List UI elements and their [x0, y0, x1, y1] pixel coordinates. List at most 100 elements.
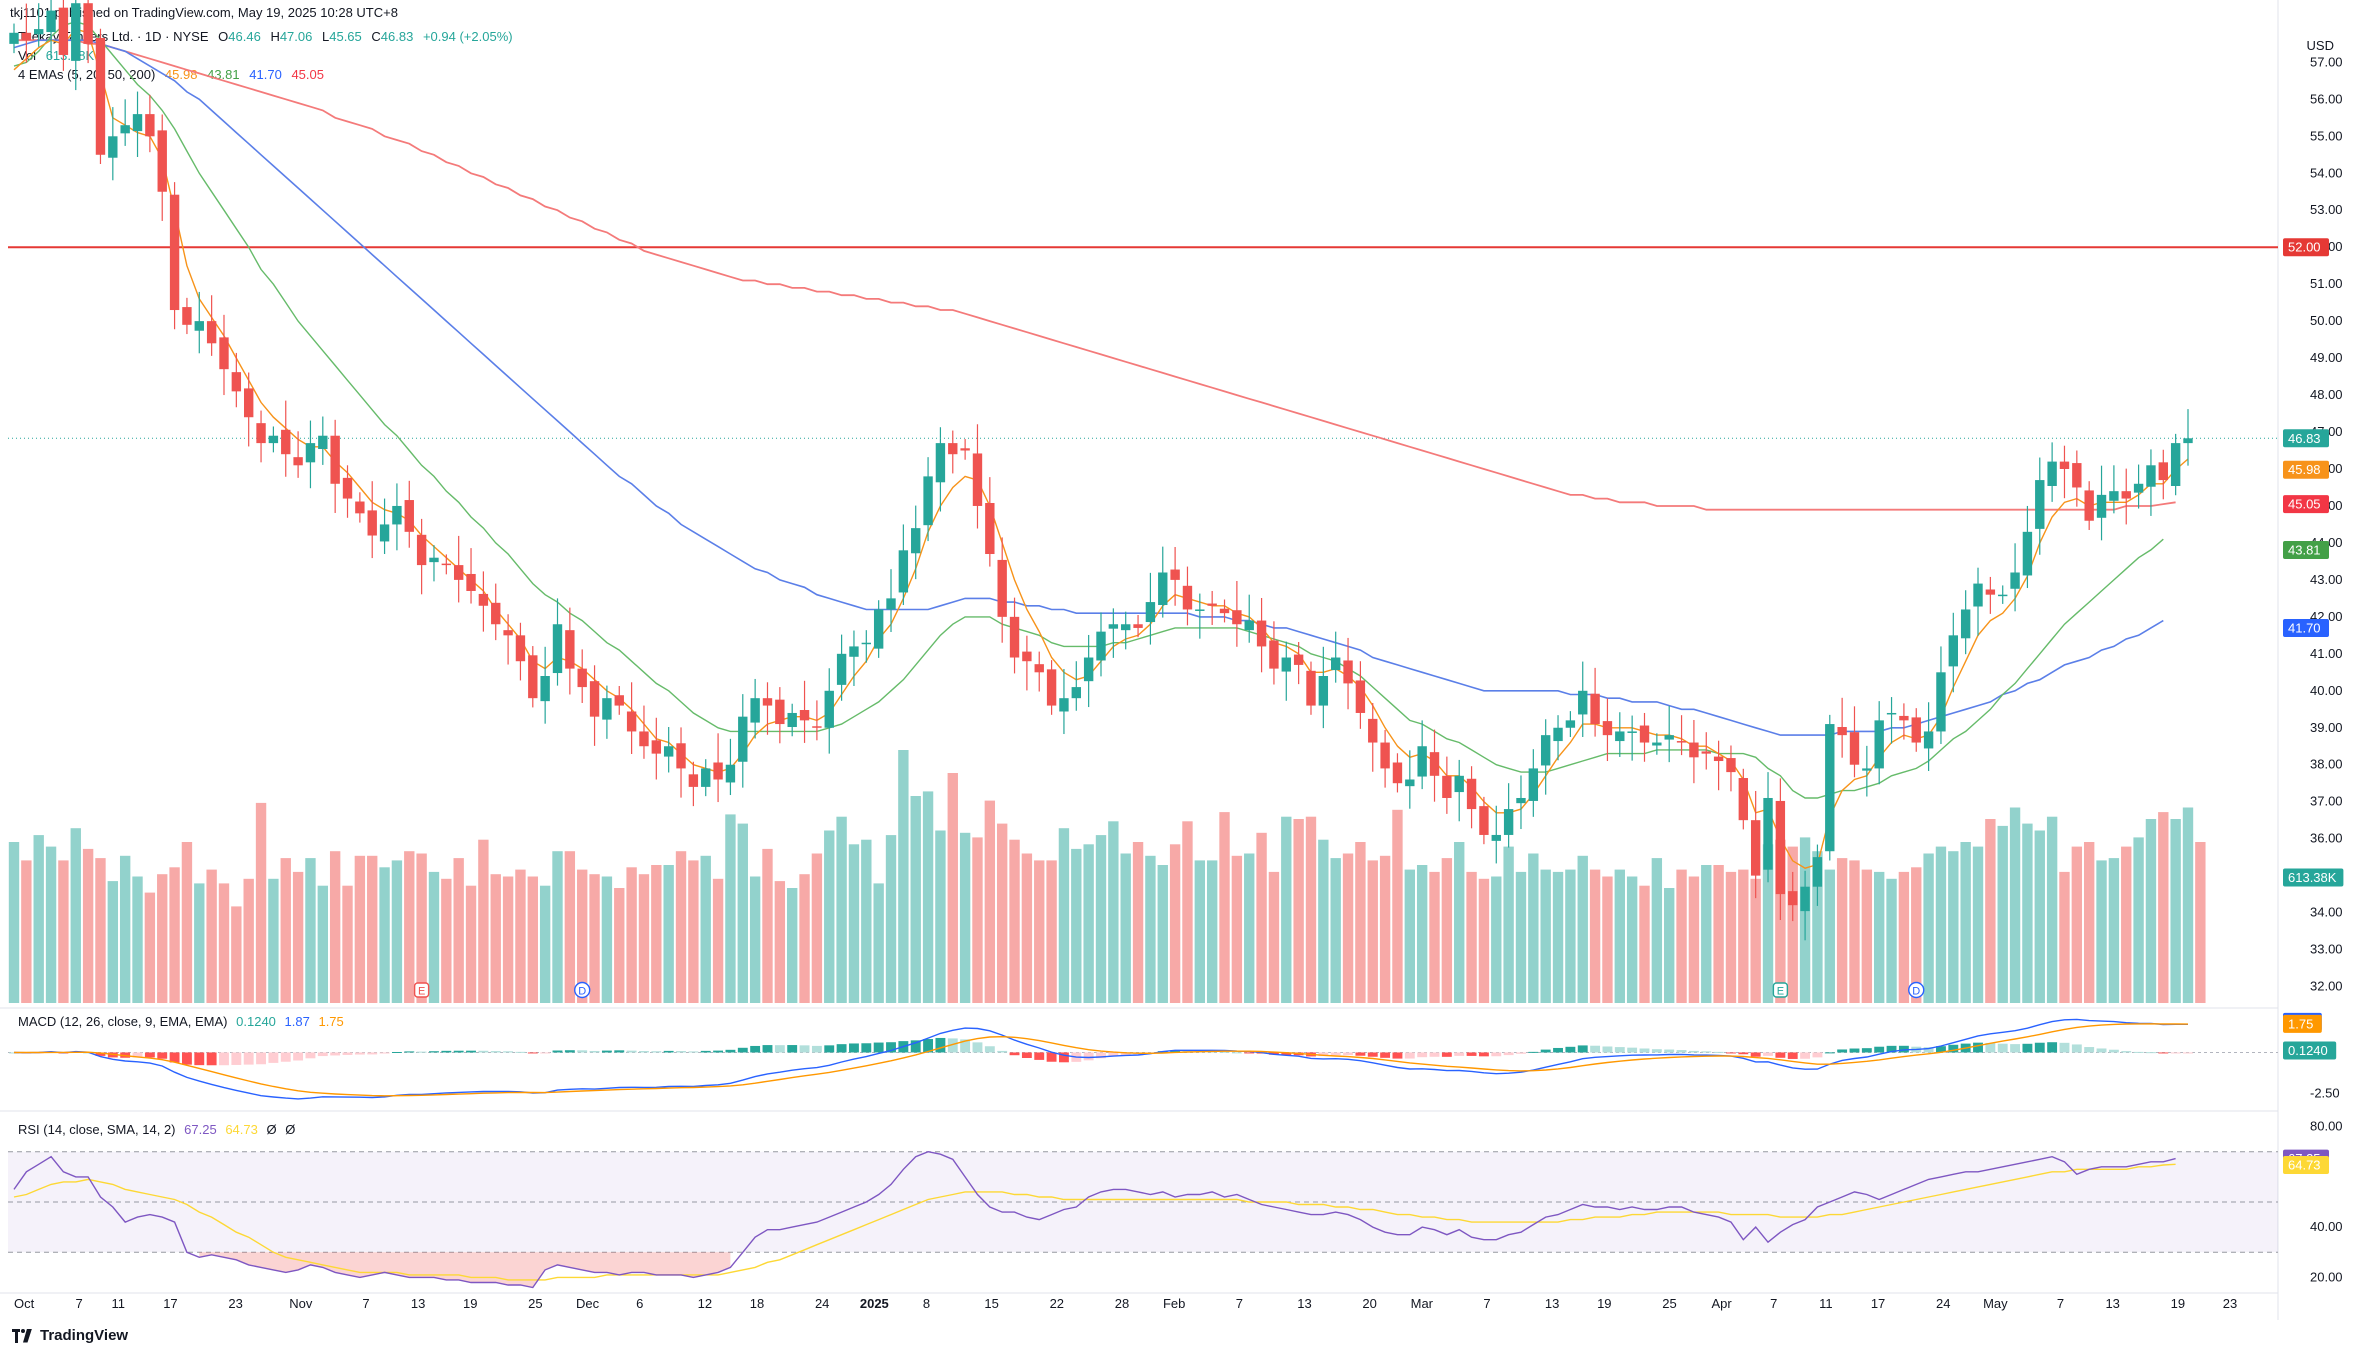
time-tick-label: 7 — [2057, 1296, 2064, 1311]
candle-body — [1615, 731, 1625, 742]
volume-bar — [1676, 869, 1687, 1003]
time-tick-label: 7 — [1483, 1296, 1490, 1311]
candle-body — [1516, 797, 1526, 804]
candle-body — [2183, 438, 2193, 444]
macd-histogram-bar — [404, 1051, 415, 1053]
macd-histogram-bar — [1417, 1052, 1428, 1058]
rsi-legend[interactable]: RSI (14, close, SMA, 14, 2) 67.25 64.73 … — [18, 1122, 300, 1137]
price-tick-label: 40.00 — [2310, 683, 2343, 698]
volume-bar — [1515, 871, 1527, 1003]
macd-histogram-bar — [923, 1039, 934, 1053]
volume-legend[interactable]: Vol 613.38K — [18, 48, 100, 63]
volume-bar — [169, 867, 180, 1003]
volume-bar — [1701, 865, 1712, 1003]
volume-bar — [651, 865, 662, 1003]
price-axis-label: 52.00 — [2288, 240, 2321, 255]
macd-axis-label: 0.1240 — [2288, 1043, 2328, 1058]
macd-histogram-bar — [1614, 1047, 1625, 1053]
volume-bar — [1874, 871, 1885, 1003]
macd-histogram-bar — [1775, 1052, 1786, 1058]
macd-histogram-bar — [1516, 1052, 1526, 1054]
candle-body — [231, 372, 242, 392]
ohlc-high: H47.06 — [270, 29, 313, 44]
macd-histogram-bar — [676, 1051, 686, 1053]
volume-bar — [1688, 876, 1700, 1003]
volume-bar — [638, 874, 650, 1003]
candle-body — [1701, 751, 1711, 754]
candle-body — [1269, 640, 1279, 669]
candle-body — [21, 32, 32, 41]
ema50-value: 41.70 — [249, 67, 282, 82]
volume-bar — [626, 867, 637, 1003]
candle-body — [614, 695, 624, 706]
volume-bar — [1145, 855, 1156, 1003]
candle-body — [108, 136, 118, 158]
price-tick-label: 37.00 — [2310, 794, 2343, 809]
candle-body — [1318, 676, 1329, 706]
candle-body — [83, 3, 93, 44]
macd-histogram-bar — [1034, 1052, 1045, 1060]
candle-body — [1936, 672, 1946, 732]
volume-bar — [910, 796, 921, 1003]
volume-bar — [1960, 842, 1971, 1003]
volume-bar — [564, 851, 576, 1003]
macd-histogram-bar — [824, 1045, 835, 1053]
volume-bar — [811, 853, 823, 1003]
candle-body — [701, 768, 711, 787]
macd-histogram-bar — [849, 1043, 859, 1053]
candle-body — [1380, 742, 1390, 769]
macd-histogram-bar — [2183, 1052, 2193, 1054]
macd-histogram-bar — [1553, 1047, 1563, 1053]
candle-body — [849, 646, 859, 657]
currency-label[interactable]: USD — [2306, 38, 2334, 53]
candle-body — [787, 712, 797, 728]
ema-legend[interactable]: 4 EMAs (5, 20, 50, 200) 45.98 43.81 41.7… — [18, 67, 330, 82]
macd-histogram-bar — [194, 1052, 205, 1066]
candle-body — [935, 443, 946, 483]
macd-histogram-bar — [256, 1052, 266, 1065]
macd-histogram-bar — [466, 1050, 476, 1053]
volume-bar — [836, 816, 847, 1003]
macd-legend[interactable]: MACD (12, 26, close, 9, EMA, EMA) 0.1240… — [18, 1014, 349, 1029]
candle-body — [577, 668, 587, 688]
time-tick-label: 7 — [1770, 1296, 1777, 1311]
candle-body — [194, 321, 204, 331]
volume-bar — [1268, 871, 1280, 1003]
macd-histogram-bar — [1170, 1050, 1181, 1053]
time-tick-label: 18 — [750, 1296, 764, 1311]
volume-bar — [478, 839, 489, 1003]
price-tick-label: 57.00 — [2310, 54, 2343, 69]
ema200-value: 45.05 — [291, 67, 324, 82]
candle-body — [1837, 727, 1847, 736]
volume-bar — [1281, 816, 1292, 1003]
candle-body — [34, 29, 44, 35]
volume-bar — [539, 885, 551, 1003]
macd-histogram-bar — [1565, 1046, 1576, 1053]
macd-histogram-bar — [1466, 1052, 1477, 1056]
time-tick-label: 7 — [76, 1296, 83, 1311]
candle-body — [2146, 465, 2156, 487]
macd-histogram-bar — [157, 1052, 168, 1059]
macd-histogram-bar — [626, 1050, 637, 1053]
volume-bar — [2182, 807, 2194, 1003]
ohlc-change: +0.94 (+2.05%) — [422, 29, 513, 44]
ema50-line — [13, 39, 2164, 736]
volume-bar — [898, 750, 909, 1003]
macd-line — [13, 1018, 2188, 1100]
candle-body — [416, 534, 427, 566]
candle-body — [1244, 620, 1254, 631]
volume-bar — [1293, 819, 1304, 1003]
time-tick-label: 11 — [1819, 1296, 1833, 1311]
ohlc-open: O46.46 — [218, 29, 261, 44]
time-tick-label: 24 — [815, 1296, 829, 1311]
tradingview-branding[interactable]: TradingView — [12, 1327, 128, 1344]
volume-bar — [1429, 871, 1440, 1003]
candle-body — [367, 510, 377, 536]
macd-histogram-bar — [2133, 1051, 2144, 1053]
time-tick-label: 7 — [362, 1296, 369, 1311]
volume-bar — [441, 878, 452, 1003]
volume-bar — [317, 885, 328, 1003]
time-tick-label: 25 — [1662, 1296, 1676, 1311]
candle-body — [2170, 443, 2181, 486]
